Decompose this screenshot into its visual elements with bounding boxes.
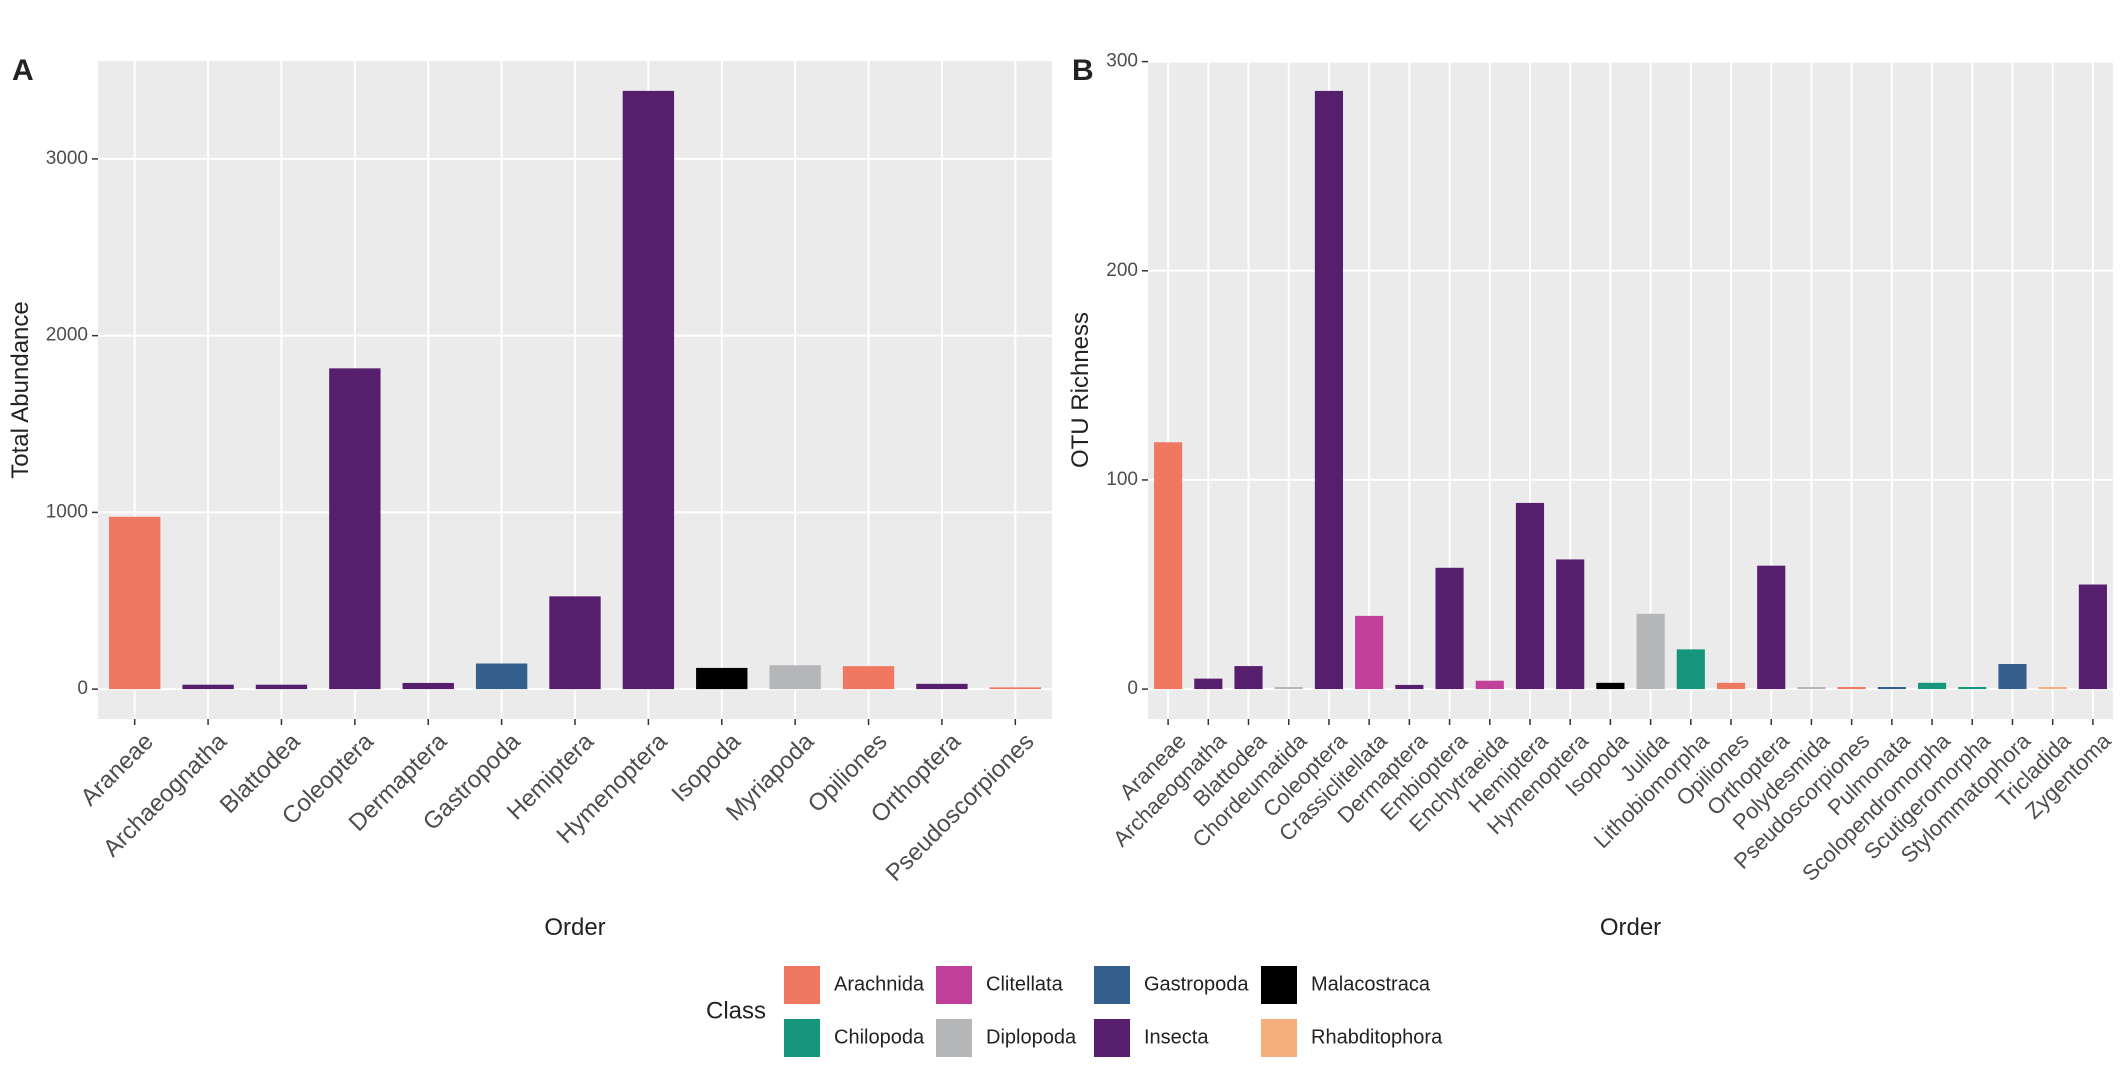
chart-panel: 0100200300AraneaeArchaeognathaBlattodeaC…	[1067, 51, 2116, 941]
bar	[1958, 686, 1987, 690]
legend-key	[1094, 966, 1130, 1004]
legend-label: Clitellata	[986, 973, 1064, 995]
legend-label: Diplopoda	[986, 1026, 1077, 1048]
bar	[1274, 686, 1303, 690]
y-axis-title: OTU Richness	[1067, 312, 1094, 468]
bar	[109, 516, 161, 690]
panel-label: A	[12, 54, 34, 87]
bar	[1314, 90, 1344, 690]
bar	[475, 663, 528, 690]
y-tick-label: 2000	[46, 325, 88, 346]
legend-key	[936, 1019, 972, 1057]
bar	[989, 687, 1041, 690]
y-tick-label: 3000	[46, 148, 88, 169]
bar	[182, 684, 234, 690]
panel-label: B	[1072, 54, 1094, 87]
bar	[329, 368, 381, 690]
legend-key	[784, 966, 820, 1004]
bar	[1596, 682, 1625, 690]
legend: Class Arachnida Chilopoda Clitellata Diplopo…	[706, 966, 1443, 1057]
legend-label: Chilopoda	[834, 1026, 925, 1048]
legend-title: Class	[706, 997, 766, 1024]
bar	[696, 667, 748, 690]
bar	[2038, 686, 2067, 690]
bar	[402, 682, 454, 690]
bar	[1757, 565, 1786, 690]
bar	[1636, 613, 1665, 690]
legend-label: Malacostraca	[1311, 973, 1431, 995]
bar	[1556, 559, 1585, 690]
bar	[1194, 678, 1223, 690]
y-tick-label: 1000	[46, 501, 88, 522]
bar	[842, 666, 895, 690]
y-tick-label: 100	[1106, 469, 1138, 490]
bar	[1395, 684, 1424, 690]
legend-key	[784, 1019, 820, 1057]
bar	[916, 683, 968, 690]
bar	[1154, 442, 1183, 690]
x-axis-title: Order	[544, 914, 605, 941]
legend-key	[1261, 966, 1297, 1004]
legend-key	[936, 966, 972, 1004]
bar	[1234, 666, 1263, 690]
x-axis-title: Order	[1600, 914, 1661, 941]
y-tick-label: 300	[1106, 51, 1138, 72]
bar	[622, 90, 675, 690]
bar	[1475, 680, 1504, 690]
bar	[549, 596, 601, 690]
bar	[1355, 615, 1384, 690]
y-tick-label: 0	[1127, 678, 1138, 699]
bar	[1676, 649, 1705, 690]
bar	[255, 684, 308, 690]
legend-key	[1094, 1019, 1130, 1057]
bar	[1515, 502, 1545, 690]
x-tick-label: Archaeognatha	[98, 728, 233, 863]
chart-panel: 0100020003000AraneaeArchaeognathaBlattod…	[7, 54, 1052, 941]
bar	[1435, 567, 1464, 690]
bar	[1837, 686, 1866, 690]
legend-label: Insecta	[1144, 1026, 1209, 1048]
legend-label: Gastropoda	[1144, 973, 1249, 995]
legend-label: Rhabditophora	[1311, 1026, 1443, 1048]
bar	[1716, 682, 1746, 690]
y-axis-title: Total Abundance	[7, 301, 34, 478]
bar	[1797, 686, 1826, 690]
panel-background	[1148, 61, 2113, 719]
legend-key	[1261, 1019, 1297, 1057]
y-tick-label: 0	[77, 678, 88, 699]
y-tick-label: 200	[1106, 260, 1138, 281]
bar	[769, 665, 821, 690]
legend-label: Arachnida	[834, 973, 925, 995]
bar	[1998, 663, 2027, 690]
bar	[2078, 584, 2107, 690]
bar	[1877, 686, 1906, 690]
bar	[1917, 682, 1947, 690]
